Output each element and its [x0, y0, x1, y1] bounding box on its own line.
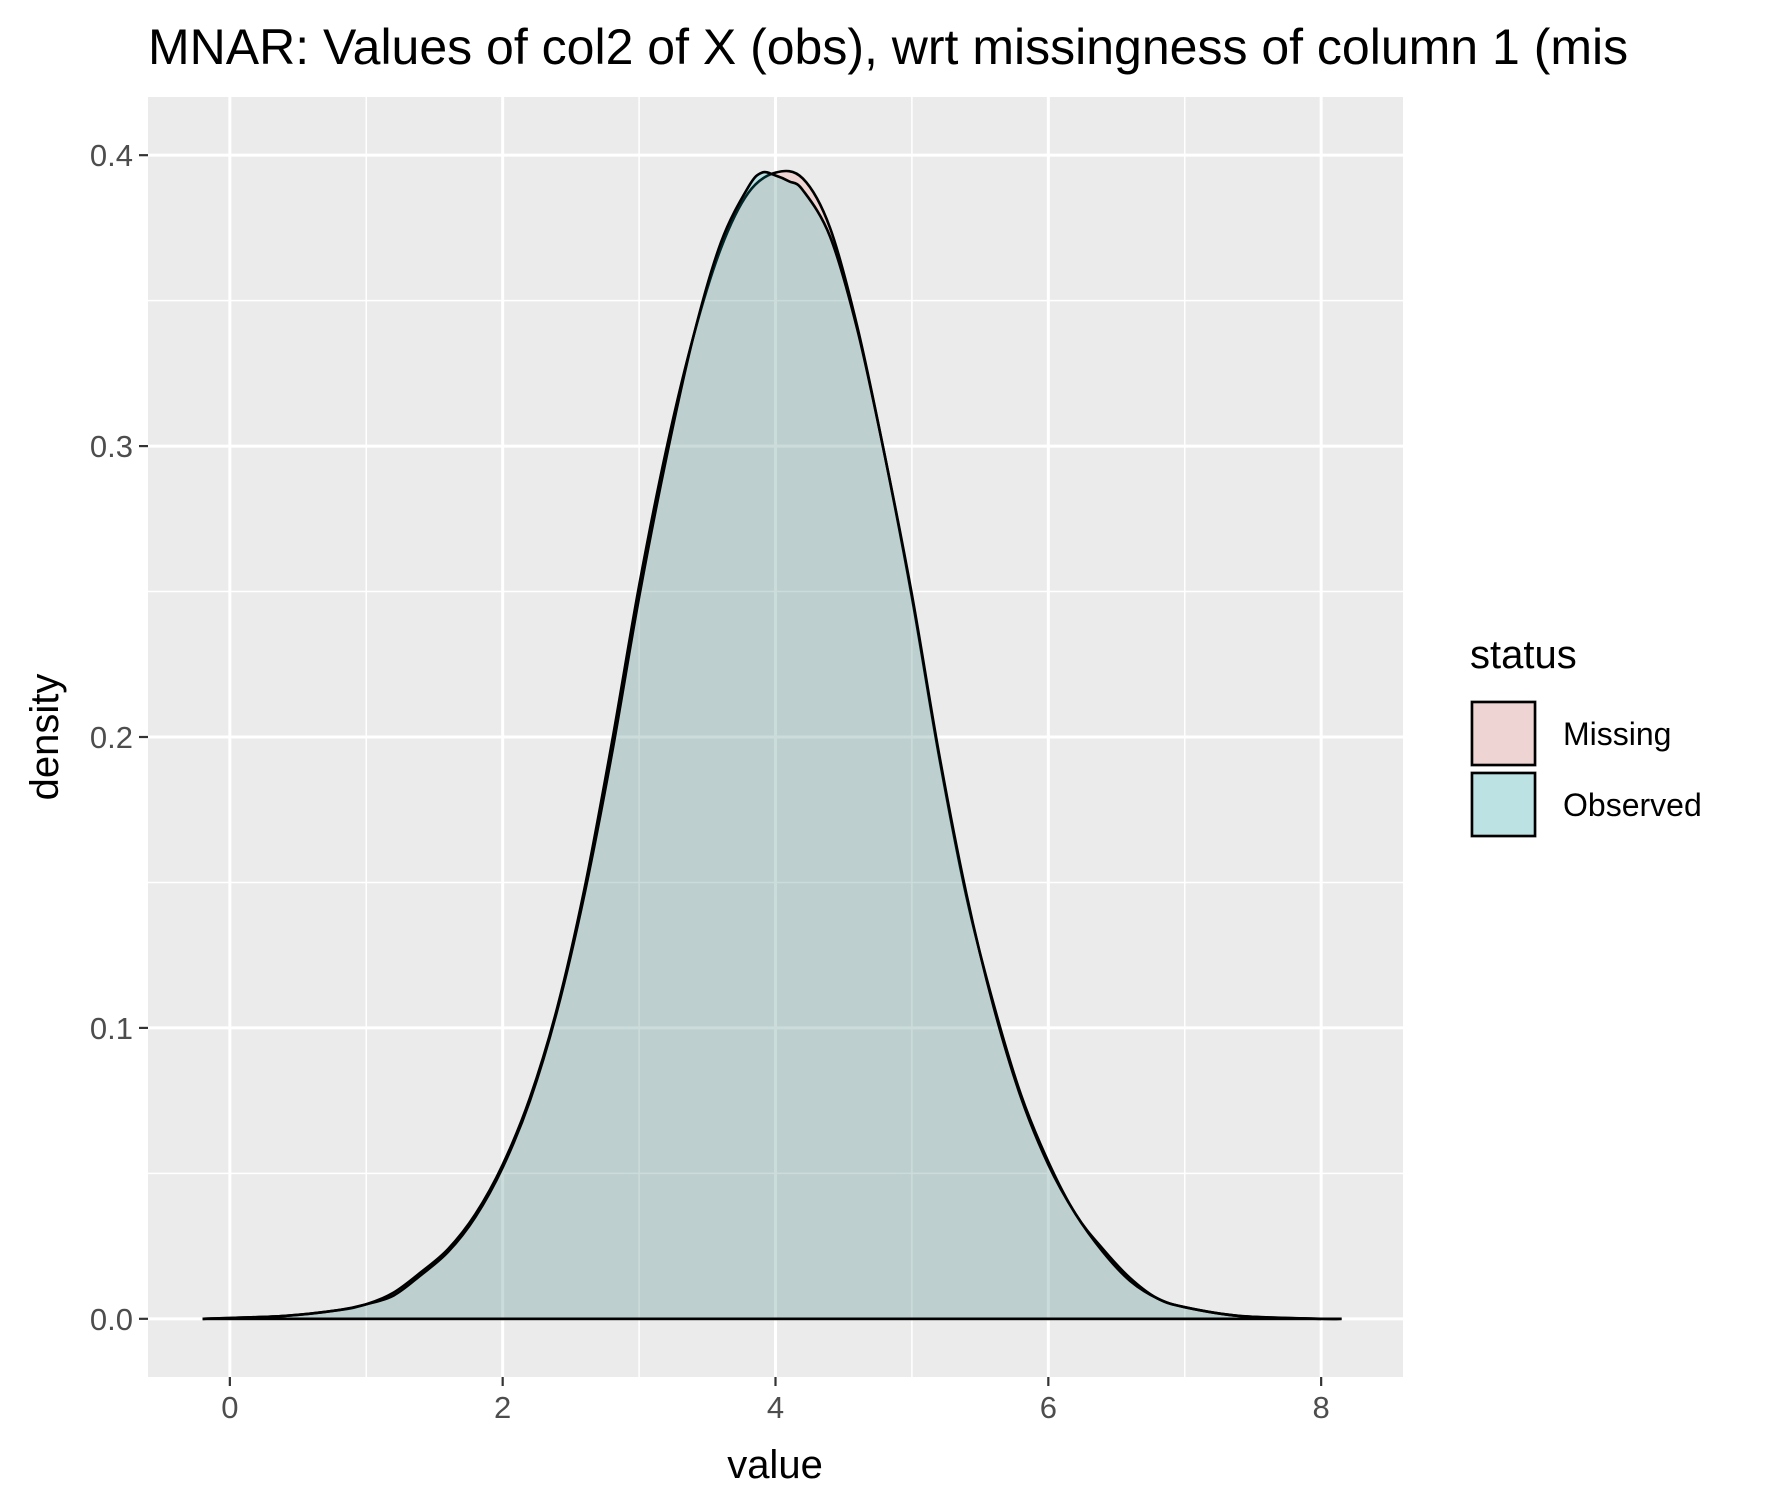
y-tick-label: 0.1 [90, 1011, 133, 1046]
x-axis-title: value [727, 1443, 823, 1487]
y-tick-label: 0.4 [90, 138, 133, 173]
density-line-observed [202, 170, 1342, 1321]
y-tick-label: 0.0 [90, 1302, 133, 1337]
legend-label-missing: Missing [1563, 716, 1671, 752]
legend: status Missing Observed [1470, 633, 1702, 838]
x-tick-label: 0 [221, 1390, 238, 1425]
legend-key-background [1470, 700, 1537, 767]
density-series [202, 169, 1342, 1321]
y-axis-title: density [23, 674, 67, 801]
x-tick-label: 6 [1040, 1390, 1057, 1425]
legend-key-observed [1470, 771, 1537, 838]
x-tick-label: 4 [767, 1390, 784, 1425]
y-axis-ticks: 0.0 0.1 0.2 0.3 0.4 [90, 138, 148, 1337]
legend-key-missing [1470, 700, 1537, 767]
legend-label-observed: Observed [1563, 787, 1702, 823]
y-tick-label: 0.2 [90, 720, 133, 755]
x-tick-label: 8 [1313, 1390, 1330, 1425]
legend-title: status [1470, 633, 1577, 677]
density-area-missing [202, 170, 1322, 1319]
x-tick-label: 2 [494, 1390, 511, 1425]
legend-key-background [1470, 771, 1537, 838]
density-area-observed [202, 172, 1342, 1320]
chart-title: MNAR: Values of col2 of X (obs), wrt mis… [148, 19, 1628, 75]
x-axis-ticks: 0 2 4 6 8 [221, 1377, 1330, 1425]
y-tick-label: 0.3 [90, 429, 133, 464]
